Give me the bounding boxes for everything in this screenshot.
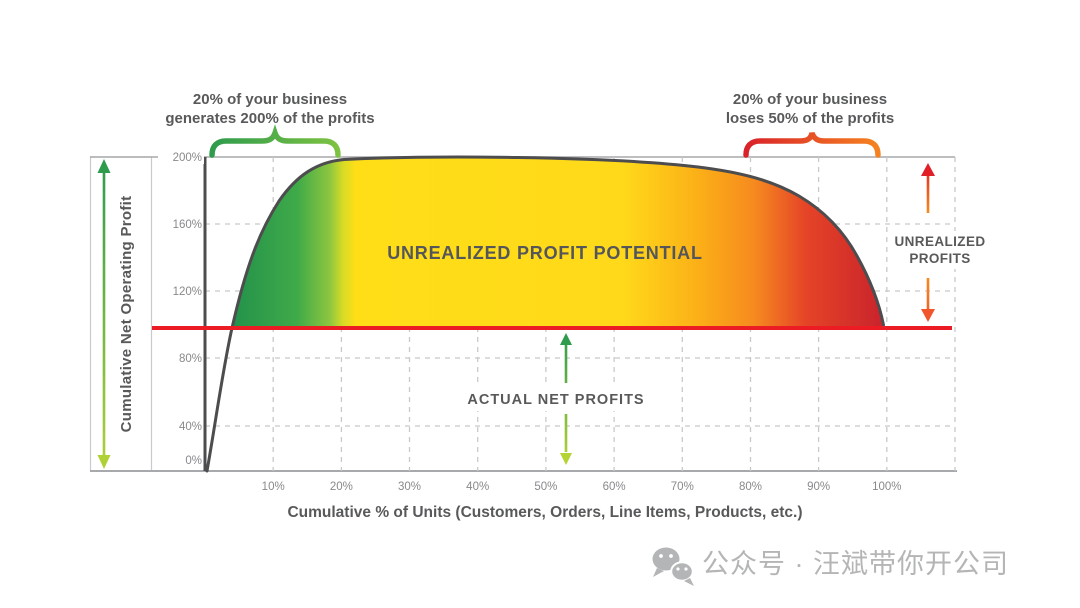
- arrow-down-head-green: [560, 453, 572, 465]
- brace-red: [743, 131, 881, 158]
- whale-curve: [205, 155, 885, 473]
- x-tick-50: 50%: [534, 481, 557, 493]
- x-tick-70: 70%: [671, 481, 694, 493]
- wechat-icon: [652, 547, 694, 586]
- profit-area-fill: [232, 156, 884, 328]
- brace-green: [209, 124, 341, 158]
- y-range-arrow: [97, 159, 111, 469]
- arrow-up-head-green: [560, 333, 572, 345]
- area-label: UNREALIZED PROFIT POTENTIAL: [387, 243, 703, 263]
- watermark: 公众号 · 汪斌带你开公司: [652, 547, 1009, 586]
- callout-right-line1: 20% of your business: [733, 91, 887, 108]
- callout-right-line2: loses 50% of the profits: [726, 110, 894, 127]
- unrealized-profits-line2: PROFITS: [909, 251, 970, 266]
- y-axis-title: Cumulative Net Operating Profit: [118, 196, 135, 433]
- x-axis-title: Cumulative % of Units (Customers, Orders…: [287, 504, 802, 521]
- x-tick-100: 100%: [872, 481, 901, 493]
- y-tick-labels: 200% 160% 120% 80% 40% 0%: [173, 152, 202, 467]
- x-tick-40: 40%: [466, 481, 489, 493]
- callout-top-left: 20% of your business generates 200% of t…: [165, 91, 375, 158]
- callout-top-right: 20% of your business loses 50% of the pr…: [726, 91, 894, 158]
- arrow-up-head-red: [921, 163, 935, 176]
- actual-net-profits-label: ACTUAL NET PROFITS: [467, 392, 644, 408]
- callout-left-line1: 20% of your business: [193, 91, 347, 108]
- x-tick-labels: 10% 20% 30% 40% 50% 60% 70% 80% 90% 100%: [262, 481, 902, 493]
- x-tick-60: 60%: [603, 481, 626, 493]
- y-tick-200: 200%: [173, 152, 202, 164]
- unrealized-profits-line1: UNREALIZED: [895, 234, 986, 249]
- arrow-down-head-orange: [921, 309, 935, 322]
- y-tick-0: 0%: [185, 455, 202, 467]
- y-tick-80: 80%: [179, 353, 202, 365]
- x-tick-10: 10%: [262, 481, 285, 493]
- y-tick-120: 120%: [173, 286, 202, 298]
- y-tick-160: 160%: [173, 219, 202, 231]
- x-tick-80: 80%: [739, 481, 762, 493]
- x-tick-20: 20%: [330, 481, 353, 493]
- unrealized-label-bg: [891, 231, 989, 269]
- unrealized-profits-group: UNREALIZED PROFITS: [891, 163, 989, 322]
- callout-left-line2: generates 200% of the profits: [165, 110, 374, 127]
- y-tick-40: 40%: [179, 421, 202, 433]
- watermark-text: 公众号 · 汪斌带你开公司: [702, 549, 1009, 579]
- x-tick-90: 90%: [807, 481, 830, 493]
- actual-net-profits-group: ACTUAL NET PROFITS: [460, 333, 652, 465]
- x-tick-30: 30%: [398, 481, 421, 493]
- actual-label-bg: [460, 387, 652, 411]
- ytick-200-bg: [158, 150, 204, 164]
